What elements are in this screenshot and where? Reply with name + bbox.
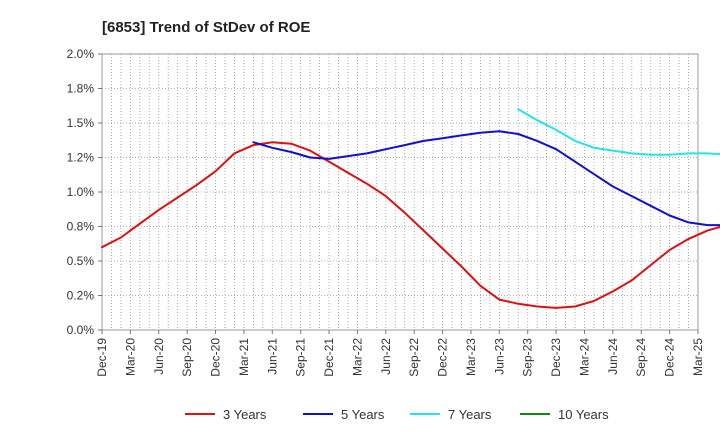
x-tick-label: Dec-24 [663,338,677,377]
x-tick-label: Mar-23 [464,338,478,376]
x-tick-label: Mar-25 [691,338,705,376]
y-tick-label: 1.5% [67,116,95,130]
x-tick-label: Mar-20 [123,338,137,376]
x-tick-label: Jun-24 [606,338,620,375]
series-lines [101,108,720,309]
x-tick-label: Dec-22 [436,338,450,377]
y-tick-label: 0.8% [67,220,95,234]
x-tick-label: Sep-24 [634,338,648,377]
x-tick-label: Sep-23 [521,338,535,377]
x-tick-label: Dec-23 [549,338,563,377]
x-tick-label: Dec-19 [95,338,109,377]
legend: 3 Years 5 Years 7 Years 10 Years [185,407,609,422]
x-tick-label: Dec-20 [209,338,223,377]
x-tick-label: Jun-22 [379,338,393,375]
plot-area [101,53,699,331]
legend-label: 10 Years [558,407,609,422]
legend-label: 3 Years [223,407,267,422]
x-tick-label: Sep-21 [294,338,308,377]
y-axis: 0.0% 0.2% 0.5% 0.8% 1.0% 1.2% 1.5% 1.8% 2.0% [67,47,102,337]
x-tick-label: Dec-21 [322,338,336,377]
y-tick-label: 1.8% [67,82,95,96]
legend-label: 5 Years [341,407,385,422]
x-tick-label: Jun-23 [492,338,506,375]
series-line-5-years [252,130,720,227]
x-tick-label: Jun-20 [152,338,166,375]
y-tick-label: 1.0% [67,185,95,199]
y-tick-label: 0.2% [67,289,95,303]
x-tick-label: Sep-22 [407,338,421,377]
series-line-3-years [101,141,720,309]
x-axis: Dec-19 Mar-20 Jun-20 Sep-20 Dec-20 Mar-21 Jun-… [95,330,705,377]
x-tick-label: Jun-21 [265,338,279,375]
chart-title: [6853] Trend of StDev of ROE [102,19,310,36]
x-tick-label: Mar-21 [237,338,251,376]
x-tick-label: Sep-20 [180,338,194,377]
x-tick-label: Mar-24 [577,338,591,376]
x-tick-label: Mar-22 [350,338,364,376]
y-tick-label: 0.5% [67,254,95,268]
y-tick-label: 2.0% [67,47,95,61]
y-tick-label: 0.0% [67,323,95,337]
y-tick-label: 1.2% [67,151,95,165]
series-line-7-years [517,108,720,156]
legend-label: 7 Years [448,407,492,422]
